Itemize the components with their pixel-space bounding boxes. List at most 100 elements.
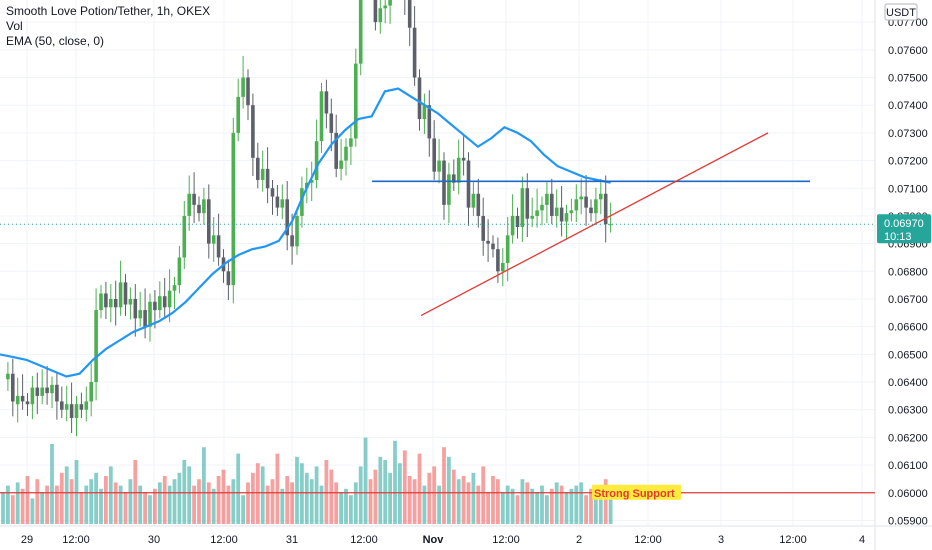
volume-bars — [1, 437, 613, 524]
volume-bar — [246, 482, 250, 524]
candle-body — [422, 105, 427, 120]
candle-body — [329, 113, 334, 133]
candle-body — [290, 235, 294, 247]
volume-bar — [231, 479, 236, 524]
candle-body — [456, 157, 461, 183]
volume-bar — [280, 488, 285, 524]
candle-body — [501, 263, 505, 272]
price-tick-label: 0.07100 — [888, 183, 928, 195]
volume-bar — [447, 456, 451, 524]
volume-bar — [579, 482, 584, 524]
volume-bar — [74, 460, 79, 524]
volume-bar — [133, 460, 138, 524]
volume-bar — [300, 463, 304, 524]
volume-bar — [40, 492, 45, 524]
time-tick-label: 12:00 — [779, 534, 807, 546]
candle-body — [118, 282, 123, 308]
candle-body — [603, 193, 608, 225]
ema-indicator-label[interactable]: EMA (50, close, 0) — [6, 34, 105, 48]
price-tick-label: 0.06000 — [888, 488, 928, 500]
volume-bar — [10, 495, 15, 524]
volume-bar — [157, 482, 162, 524]
volume-bar — [608, 492, 613, 524]
symbol-title[interactable]: Smooth Love Potion/Tether, 1h, OKEX — [6, 4, 211, 18]
candle-body — [60, 401, 64, 410]
candle-body — [349, 138, 353, 147]
volume-bar — [569, 488, 574, 524]
volume-bar — [309, 479, 314, 524]
support-label-text: Strong Support — [594, 488, 675, 500]
candle-body — [148, 301, 152, 327]
volume-bar — [525, 482, 530, 524]
candle-body — [569, 210, 574, 214]
volume-bar — [461, 476, 466, 524]
volume-bar — [304, 472, 309, 524]
candle-body — [594, 199, 598, 214]
candlesticks — [6, 0, 613, 437]
candle-body — [11, 373, 15, 402]
volume-bar — [481, 466, 486, 524]
volume-bar — [50, 444, 54, 524]
volume-bar — [113, 482, 118, 524]
candle-body — [182, 215, 187, 258]
candle-body — [466, 160, 471, 208]
candle-body — [300, 188, 304, 216]
candle-body — [515, 215, 520, 228]
candle-body — [530, 215, 534, 219]
chart-legend: Smooth Love Potion/Tether, 1h, OKEX Vol … — [6, 4, 210, 49]
volume-bar — [94, 472, 98, 524]
candle-body — [64, 404, 69, 410]
candle-body — [505, 235, 510, 263]
candle-body — [162, 296, 167, 308]
candle-body — [94, 310, 98, 383]
volume-bar — [59, 472, 64, 524]
candle-body — [35, 387, 40, 396]
volume-bar — [540, 485, 544, 524]
time-axis[interactable]: 29 12:00 30 12:00 31 12:00 Nov 12:00 2 12:00 3 12:0… — [21, 534, 865, 546]
currency-label: USDT — [886, 7, 916, 19]
last-price-badge: 0.06970 10:13 — [877, 214, 931, 244]
volume-bar — [69, 479, 74, 524]
volume-bar — [84, 485, 89, 524]
candle-body — [388, 0, 392, 6]
price-tick-label: 0.05900 — [888, 515, 928, 527]
candle-body — [407, 0, 412, 28]
time-tick-label: 3 — [718, 534, 724, 546]
candle-body — [486, 240, 490, 244]
candle-body — [608, 224, 613, 226]
price-axis[interactable]: 0.077000.076000.075000.074000.073000.072… — [888, 17, 928, 527]
candle-body — [280, 199, 285, 208]
candle-body — [442, 160, 446, 205]
price-tick-label: 0.06800 — [888, 266, 928, 278]
candle-body — [197, 204, 201, 214]
price-tick-label: 0.07600 — [888, 45, 928, 57]
volume-bar — [358, 466, 363, 524]
candle-body — [510, 215, 515, 236]
candle-body — [211, 235, 216, 244]
volume-bar — [422, 485, 427, 524]
volume-bar — [598, 485, 603, 524]
volume-bar — [589, 488, 593, 524]
currency-badge[interactable]: USDT — [884, 3, 918, 21]
candle-body — [339, 160, 343, 169]
time-tick-label: 2 — [576, 534, 582, 546]
candle-body — [584, 196, 588, 208]
candle-body — [246, 77, 250, 106]
candle-body — [207, 199, 211, 244]
time-tick-label: 30 — [148, 534, 160, 546]
candle-body — [133, 298, 138, 319]
volume-bar — [123, 492, 128, 524]
candle-body — [25, 401, 30, 405]
volume-bar — [353, 482, 358, 524]
volume-indicator-label[interactable]: Vol — [6, 19, 23, 33]
volume-bar — [20, 488, 25, 524]
candle-body — [236, 96, 240, 133]
volume-bar — [451, 469, 456, 524]
candle-body — [104, 293, 108, 308]
ema-line — [0, 87, 611, 378]
candle-body — [476, 193, 481, 216]
trend-line[interactable] — [420, 132, 769, 317]
candle-body — [564, 213, 569, 222]
